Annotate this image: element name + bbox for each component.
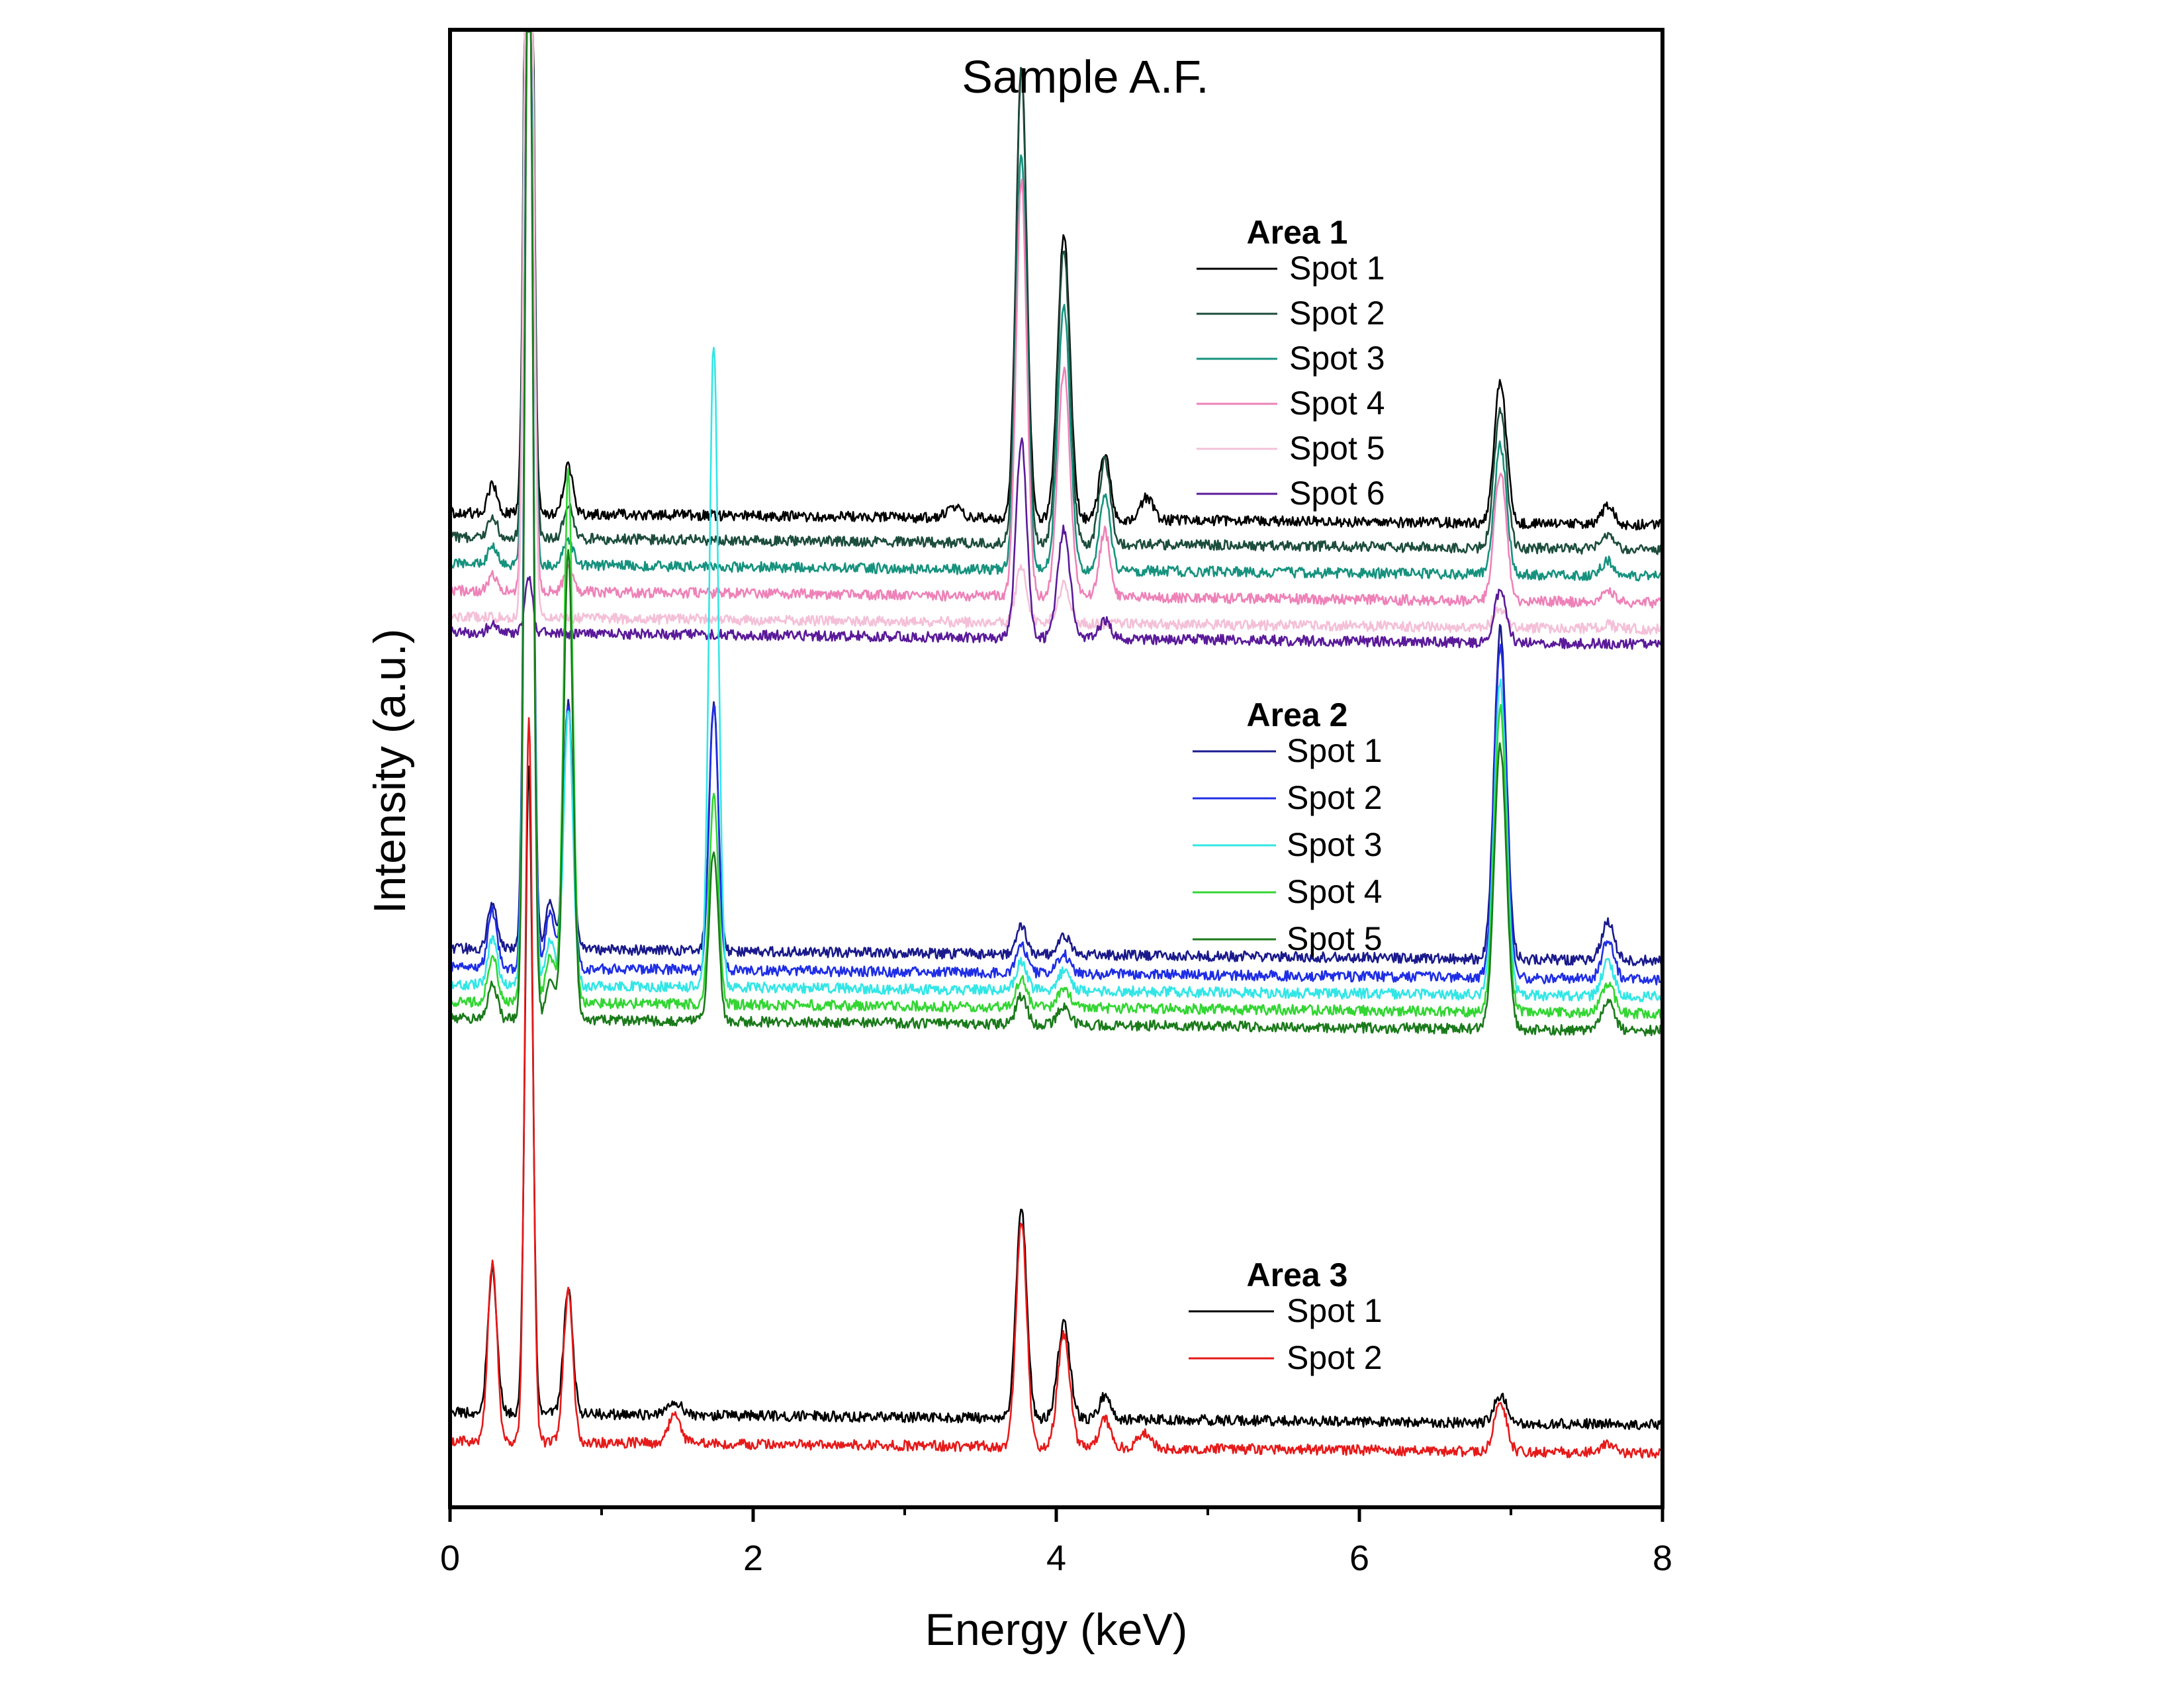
x-tick-label-8: 8: [1653, 1538, 1672, 1578]
legend-label-area1-spot1: Spot 1: [1289, 250, 1385, 287]
legend-label-area2-spot4: Spot 4: [1287, 873, 1383, 910]
legend-label-area1-spot4: Spot 4: [1289, 385, 1385, 422]
series-area2-spot4: [449, 30, 1663, 1019]
x-axis-title: Energy (keV): [925, 1605, 1188, 1655]
series-area3-spot2: [449, 717, 1664, 1459]
legend-label-area2-spot2: Spot 2: [1287, 779, 1383, 816]
series-area2-spot2: [449, 30, 1664, 986]
series-group-area-2: [449, 30, 1664, 1037]
series-group-area-1: [449, 30, 1664, 650]
series-area1-spot3: [449, 30, 1664, 582]
x-tick-label-4: 4: [1046, 1538, 1066, 1578]
chart-title: Sample A.F.: [962, 51, 1209, 103]
series-area1-spot4: [449, 30, 1663, 609]
series-layer: [449, 30, 1664, 1459]
legend-heading-area-1: Area 1: [1247, 214, 1348, 251]
legend-label-area1-spot6: Spot 6: [1289, 475, 1385, 512]
series-area2-spot3: [449, 30, 1664, 1003]
x-tick-label-2: 2: [743, 1538, 763, 1578]
series-area3-spot1: [449, 765, 1664, 1430]
legend-heading-area-2: Area 2: [1247, 696, 1348, 733]
legend-label-area2-spot3: Spot 3: [1287, 826, 1383, 863]
x-axis: 0 2 4 6 8: [440, 1507, 1672, 1578]
legend-heading-area-3: Area 3: [1247, 1256, 1348, 1293]
legend-label-area3-spot1: Spot 1: [1287, 1292, 1383, 1329]
series-group-area-3: [449, 717, 1664, 1459]
legend-label-area1-spot5: Spot 5: [1289, 430, 1385, 467]
series-area2-spot5: [449, 30, 1664, 1037]
x-tick-label-0: 0: [440, 1538, 460, 1578]
legend-label-area1-spot3: Spot 3: [1289, 340, 1385, 377]
legend-label-area2-spot1: Spot 1: [1287, 732, 1383, 769]
x-tick-label-6: 6: [1349, 1538, 1369, 1578]
series-area1-spot5: [450, 30, 1664, 635]
y-axis-title: Intensity (a.u.): [365, 629, 415, 914]
legend-label-area3-spot2: Spot 2: [1287, 1339, 1383, 1376]
series-area1-spot6: [449, 437, 1664, 650]
legend-label-area1-spot2: Spot 2: [1289, 295, 1385, 332]
series-area1-spot2: [449, 30, 1664, 555]
series-area2-spot1: [449, 30, 1663, 966]
legend-label-area2-spot5: Spot 5: [1287, 920, 1383, 957]
